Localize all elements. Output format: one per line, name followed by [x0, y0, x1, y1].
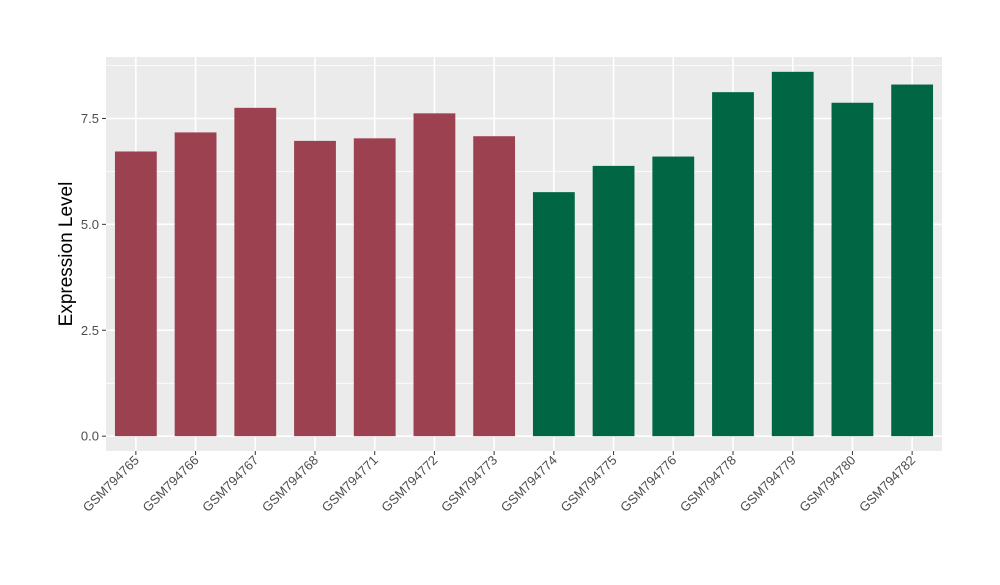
x-tick-label: GSM794778 [677, 453, 739, 515]
x-tick-label: GSM794768 [259, 453, 321, 515]
bar-gsm794782 [891, 84, 934, 437]
y-axis-label: Expression Level [56, 182, 77, 327]
x-tick-label: GSM794765 [80, 453, 142, 515]
bar-gsm794766 [174, 132, 217, 437]
bar-gsm794768 [294, 140, 336, 437]
x-tick-label: GSM794776 [617, 453, 679, 515]
bar-gsm794773 [473, 136, 516, 437]
bar-gsm794778 [712, 92, 754, 437]
bar-gsm794771 [353, 138, 396, 437]
x-tick-label: GSM794767 [199, 453, 261, 515]
x-tick-label: GSM794775 [557, 453, 619, 515]
x-tick-label: GSM794773 [438, 453, 500, 515]
bar-gsm794765 [114, 151, 157, 437]
plot-panel [106, 57, 942, 451]
x-tick-label: GSM794772 [378, 453, 440, 515]
x-tick-label: GSM794771 [319, 453, 381, 515]
x-tick-label: GSM794766 [139, 453, 201, 515]
x-tick-label: GSM794780 [796, 453, 858, 515]
x-tick-label: GSM794779 [737, 453, 799, 515]
y-tick-label: 5.0 [81, 217, 99, 232]
x-tick-label: GSM794782 [856, 453, 918, 515]
bar-gsm794776 [652, 156, 695, 437]
y-tick-label: 2.5 [81, 323, 99, 338]
y-axis: 0.0 2.5 5.0 7.5 [81, 111, 106, 444]
bar-gsm794767 [234, 107, 277, 437]
bars [114, 71, 934, 437]
bar-gsm794772 [413, 113, 456, 437]
bar-gsm794775 [592, 165, 635, 437]
y-tick-label: 7.5 [81, 111, 99, 126]
x-tick-label: GSM794774 [498, 453, 560, 515]
bar-gsm794779 [771, 71, 814, 437]
bar-gsm794780 [831, 102, 874, 437]
y-tick-label: 0.0 [81, 429, 99, 444]
x-axis: GSM794765GSM794766GSM794767GSM794768GSM7… [80, 451, 918, 515]
bar-gsm794774 [532, 192, 575, 437]
